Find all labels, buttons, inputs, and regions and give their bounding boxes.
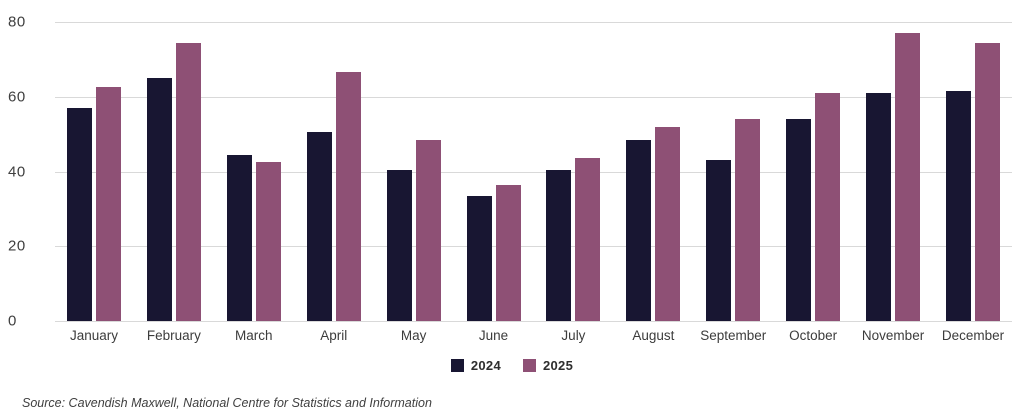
y-axis-tick-label-40: 40: [8, 163, 26, 180]
bar-group-april: April: [306, 72, 361, 343]
bar-2025-may: [415, 139, 441, 321]
legend-item-2024: 2024: [450, 358, 501, 373]
x-axis-label-february: February: [146, 328, 201, 343]
bar-2024-february: [146, 78, 172, 321]
x-axis-label-december: December: [941, 328, 1005, 343]
bar-group-march: March: [226, 154, 281, 343]
bar-2025-january: [96, 87, 121, 321]
bar-2025-october: [815, 93, 841, 321]
bar-2024-july: [546, 169, 572, 321]
bar-2024-june: [466, 195, 492, 321]
legend-label-2024: 2024: [470, 358, 501, 373]
legend-swatch-2024: [450, 359, 464, 372]
y-axis-tick-label-60: 60: [8, 88, 26, 106]
plot-area: 0 20 40 60 80 January February March April May Jun…: [8, 15, 1012, 343]
bar-group-september: September: [700, 119, 766, 343]
bar-group-october: October: [786, 93, 841, 343]
legend-swatch-2025: [523, 359, 536, 372]
bar-group-january: January: [67, 87, 121, 343]
bar-2024-august: [626, 139, 652, 321]
bar-2024-december: [945, 91, 971, 321]
gridline-y-0: [55, 321, 1012, 322]
x-axis-label-september: September: [700, 328, 767, 343]
bar-2025-november: [895, 33, 921, 321]
x-axis-label-august: August: [632, 328, 675, 343]
legend-item-2025: 2025: [523, 358, 573, 373]
bar-2025-april: [335, 72, 361, 321]
bar-group-july: July: [546, 158, 601, 343]
bar-2025-june: [495, 184, 521, 321]
x-axis-label-june: June: [478, 328, 509, 343]
bar-2025-december: [974, 42, 1000, 321]
gridline-y-60: [55, 96, 1012, 98]
bar-2024-january: [67, 107, 92, 321]
bar-group-august: August: [626, 126, 681, 343]
gridline-y-80: [55, 22, 1012, 23]
bar-2025-august: [655, 126, 681, 321]
bar-2024-march: [226, 154, 252, 321]
bar-group-december: December: [942, 42, 1004, 343]
bar-2025-march: [255, 162, 281, 321]
y-axis-tick-label-80: 80: [8, 13, 26, 31]
x-axis-label-january: January: [69, 328, 119, 343]
bar-groups: January February March April May June July Augu…: [55, 22, 1012, 343]
bar-group-may: May: [386, 139, 441, 343]
gridline-y-20: [55, 246, 1012, 248]
bar-2025-september: [735, 119, 761, 321]
x-axis-label-march: March: [235, 328, 273, 343]
legend-label-2025: 2025: [543, 358, 574, 373]
x-axis-label-october: October: [789, 328, 838, 343]
bar-group-june: June: [466, 184, 521, 343]
x-axis-label-april: April: [320, 328, 348, 343]
x-axis-label-july: July: [561, 328, 586, 343]
bar-2025-february: [175, 42, 201, 321]
legend: 2024 2025: [0, 358, 1024, 373]
bar-2024-may: [386, 169, 412, 321]
bar-2025-july: [575, 158, 601, 321]
gridline-y-40: [55, 171, 1012, 173]
source-note: Source: Cavendish Maxwell, National Cent…: [22, 396, 432, 410]
bar-2024-november: [866, 93, 892, 321]
bar-group-november: November: [862, 33, 924, 343]
y-axis-tick-label-20: 20: [8, 237, 26, 255]
bar-2024-september: [706, 160, 732, 321]
bar-group-february: February: [146, 42, 201, 343]
x-axis-label-november: November: [861, 328, 925, 343]
x-axis-label-may: May: [400, 328, 427, 343]
bar-2024-april: [306, 132, 332, 321]
bar-2024-october: [786, 119, 812, 321]
y-axis-tick-label-0: 0: [8, 312, 17, 330]
